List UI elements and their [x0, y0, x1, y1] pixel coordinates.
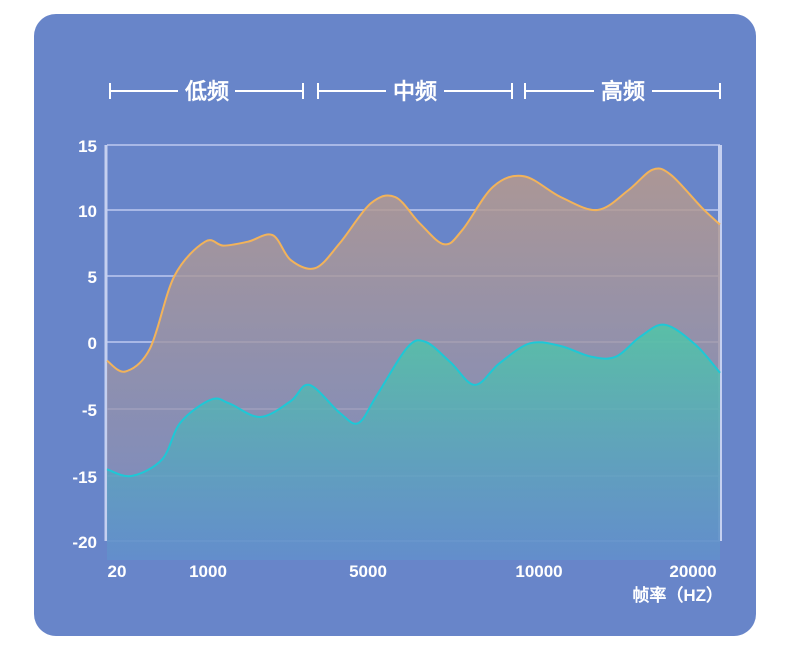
y-tick: 5 [88, 268, 97, 287]
upper-series-line [106, 167, 721, 373]
y-tick: -15 [72, 468, 97, 487]
y-tick: 15 [78, 137, 97, 156]
lower-series-area [107, 324, 720, 560]
band-high: 高频 [524, 79, 721, 104]
y-tick: 10 [78, 202, 97, 221]
lower-series-line [106, 323, 721, 478]
x-tick: 5000 [349, 562, 387, 581]
band-mid-label: 中频 [393, 79, 437, 104]
y-tick: -5 [82, 401, 97, 420]
x-tick: 20 [108, 562, 127, 581]
x-tick: 1000 [189, 562, 227, 581]
band-mid: 中频 [317, 79, 513, 104]
x-axis-ticks: 20 1000 5000 10000 20000 帧率（HZ） [108, 562, 723, 605]
x-tick: 20000 [669, 562, 716, 581]
band-low-label: 低频 [184, 79, 229, 104]
y-axis-ticks: 15 10 5 0 -5 -15 -20 [72, 137, 97, 552]
y-tick: -20 [72, 533, 97, 552]
x-tick: 10000 [515, 562, 562, 581]
y-tick: 0 [88, 334, 97, 353]
band-low: 低频 [109, 79, 304, 104]
band-high-label: 高频 [601, 79, 645, 104]
x-axis-title: 帧率（HZ） [632, 585, 723, 605]
